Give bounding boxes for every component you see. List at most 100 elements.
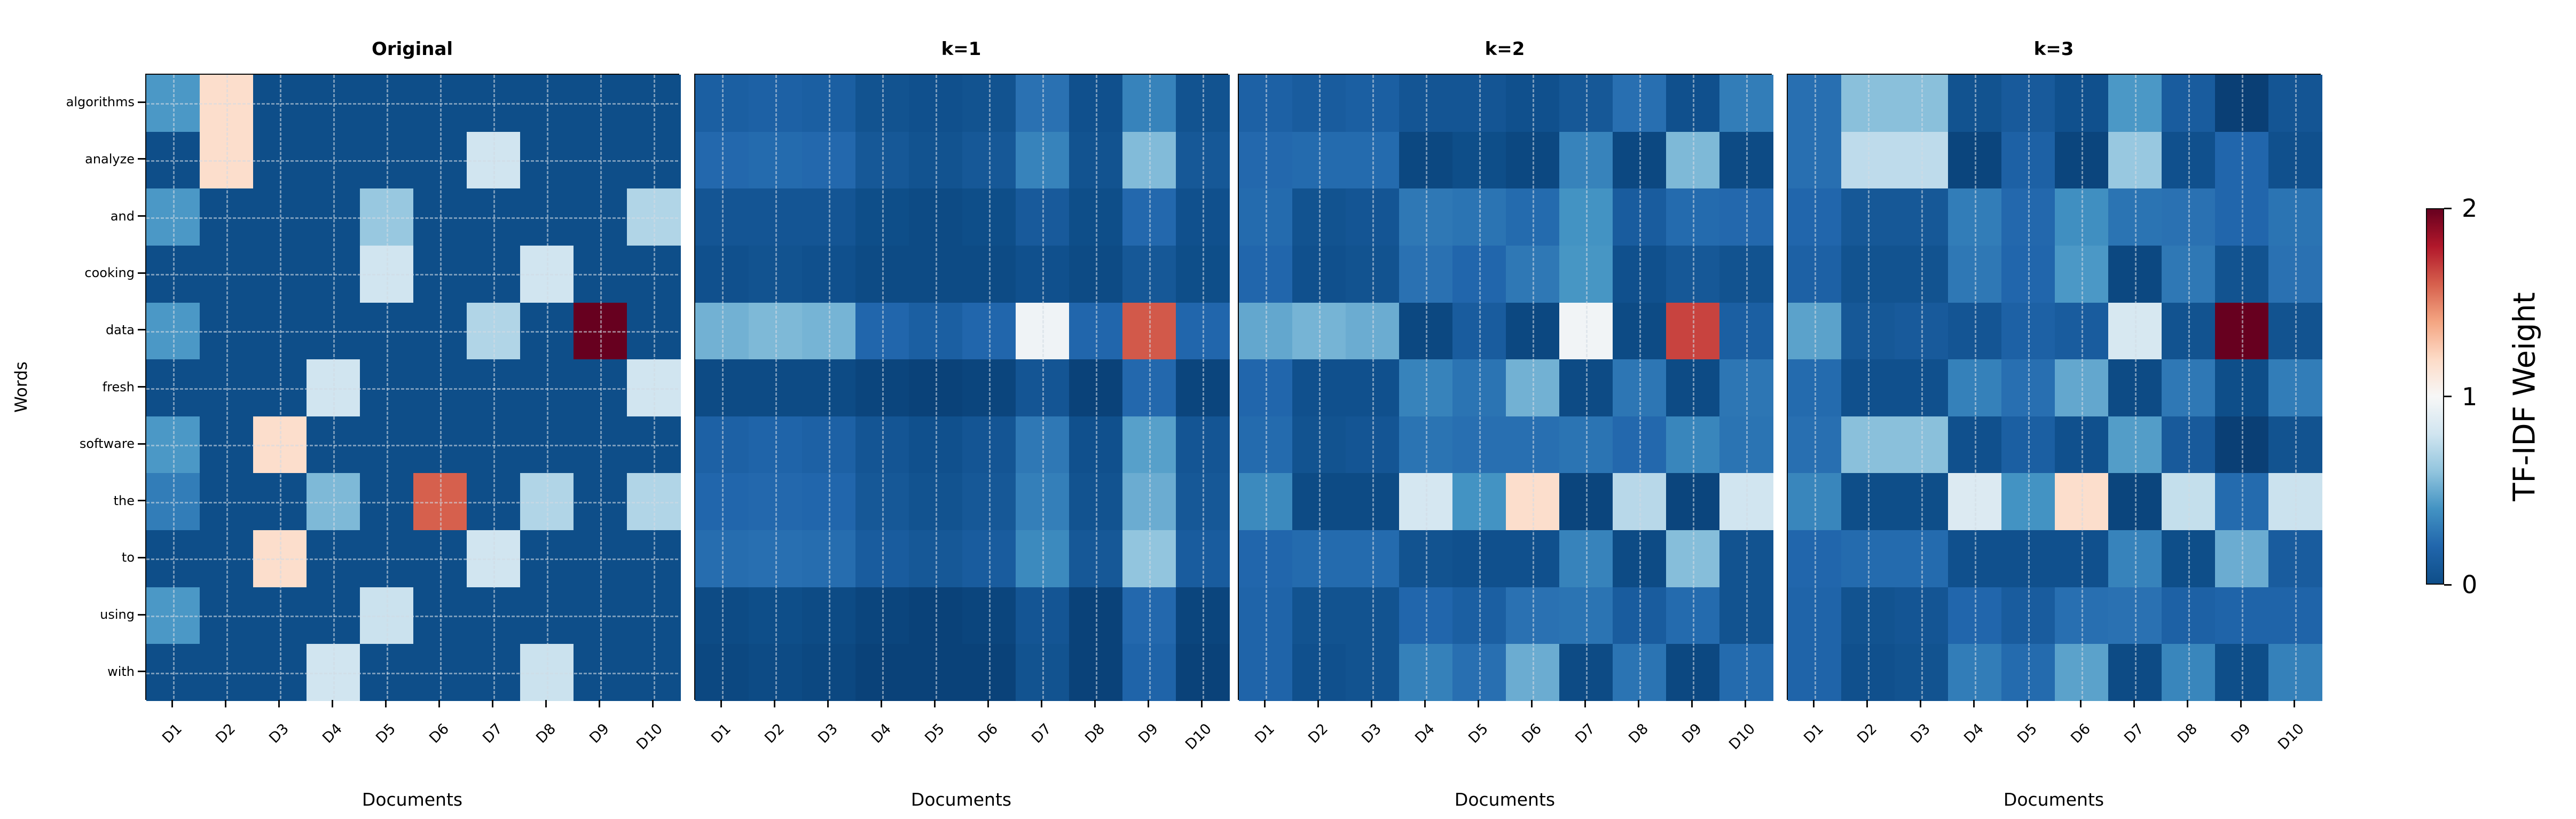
x-tick [1919,700,1921,707]
gridline-vertical [1203,75,1204,699]
gridline-horizontal [146,103,678,105]
x-tick [2079,700,2082,707]
x-tick [827,700,829,707]
x-axis-title: Documents [2003,789,2104,810]
gridline-vertical [722,75,724,699]
x-tick-label: D9 [1135,720,1161,747]
gridline-vertical [1266,75,1267,699]
y-tick [138,158,145,160]
x-tick [1584,700,1586,707]
x-tick-label: D10 [2275,720,2307,753]
x-tick [1477,700,1479,707]
panel-title-k-2: k=2 [1485,38,1525,60]
gridline-vertical [1815,75,1816,699]
x-tick [1812,700,1815,707]
y-tick [138,613,145,616]
gridline-vertical [1372,75,1374,699]
gridline-vertical [1533,75,1534,699]
y-tick [138,671,145,673]
colorbar-tick [2444,207,2452,209]
heatmap-k-3 [1787,74,2322,702]
x-tick [224,700,226,707]
x-tick-label: D8 [533,720,559,747]
x-tick-label: D10 [1726,720,1758,753]
gridline-horizontal [146,501,678,503]
gridline-vertical [1149,75,1151,699]
x-tick [933,700,936,707]
gridline-horizontal [146,274,678,276]
x-tick [1263,700,1266,707]
x-tick [2186,700,2188,707]
x-tick-label: D4 [319,720,345,747]
colorbar-tick-label: 2 [2462,194,2478,223]
gridline-vertical [654,75,655,699]
x-tick-label: D6 [975,720,1001,747]
x-tick [773,700,775,707]
x-tick-label: D7 [480,720,506,747]
y-tick-label: using [100,607,135,623]
gridline-vertical [1868,75,1870,699]
x-tick [1637,700,1639,707]
x-tick [987,700,989,707]
y-tick-label: algorithms [66,94,135,110]
x-tick-label: D6 [2068,720,2094,747]
gridline-vertical [440,75,442,699]
x-tick [171,700,173,707]
x-tick-label: D6 [426,720,452,747]
gridline-horizontal [146,445,678,447]
y-tick-label: and [110,208,135,224]
x-tick [545,700,547,707]
y-tick-label: software [79,436,135,452]
x-tick [1744,700,1746,707]
x-tick [278,700,280,707]
x-tick-label: D8 [1625,720,1652,747]
y-tick-label: with [107,664,135,679]
gridline-vertical [882,75,884,699]
gridline-vertical [2295,75,2297,699]
x-tick-label: D4 [868,720,894,747]
x-tick-label: D2 [1854,720,1880,747]
panel-title-k-3: k=3 [2033,38,2074,60]
gridline-horizontal [146,558,678,561]
gridline-vertical [2028,75,2030,699]
x-tick [491,700,493,707]
gridline-vertical [1586,75,1588,699]
gridline-vertical [1746,75,1748,699]
x-tick [2026,700,2028,707]
x-tick [1200,700,1203,707]
gridline-vertical [173,75,175,699]
y-tick [138,500,145,502]
x-tick [2133,700,2135,707]
x-tick-label: D10 [633,720,666,753]
colorbar-tick-label: 0 [2462,570,2478,599]
y-tick-label: to [121,550,135,565]
y-tick [138,101,145,103]
y-tick [138,443,145,445]
x-tick-label: D2 [1305,720,1331,747]
x-tick [598,700,600,707]
x-tick-label: D1 [1252,720,1278,747]
x-tick [651,700,654,707]
gridline-vertical [493,75,495,699]
x-tick-label: D1 [708,720,734,747]
x-tick-label: D7 [1028,720,1055,747]
y-tick [138,386,145,388]
y-tick-label: data [105,322,135,337]
gridline-vertical [280,75,281,699]
x-tick-label: D2 [213,720,239,747]
x-tick-label: D5 [373,720,399,747]
heatmap-k-2 [1238,74,1773,702]
x-tick-label: D3 [266,720,292,747]
gridline-vertical [1975,75,1976,699]
x-tick-label: D3 [1358,720,1385,747]
x-tick-label: D8 [1082,720,1108,747]
x-tick [880,700,882,707]
y-tick-label: the [113,493,135,508]
x-tick-label: D8 [2174,720,2201,747]
gridline-horizontal [146,217,678,219]
x-tick [2293,700,2295,707]
gridline-vertical [989,75,991,699]
x-tick [2240,700,2242,707]
x-tick [1370,700,1372,707]
